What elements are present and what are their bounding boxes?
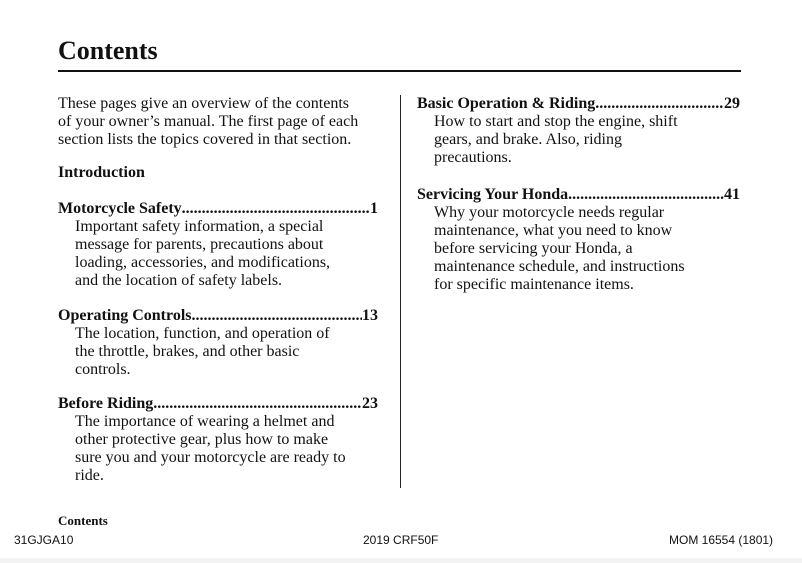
toc-entry-title[interactable]: Before Riding [58, 395, 154, 412]
toc-entry-title[interactable]: Basic Operation & Riding [417, 95, 596, 112]
toc-entry-description-line: the throttle, brakes, and other basic [75, 343, 300, 360]
footer-model: 2019 CRF50F [363, 533, 439, 547]
toc-entry-description-line: How to start and stop the engine, shift [434, 113, 678, 130]
toc-entry-page[interactable]: 29 [724, 95, 740, 112]
toc-entry-heading[interactable]: Servicing Your Honda 41 [417, 186, 740, 204]
toc-entry-heading[interactable]: Before Riding 23 [58, 395, 378, 413]
toc-entry-heading[interactable]: Motorcycle Safety 1 [58, 200, 378, 218]
toc-entry-description-line: gears, and brake. Also, riding [434, 131, 622, 148]
intro-line: section lists the topics covered in that… [58, 131, 352, 148]
dot-leader [568, 186, 724, 204]
dot-leader [182, 200, 370, 218]
toc-entry[interactable]: Basic Operation & Riding 29 How to start a… [417, 95, 740, 167]
dot-leader [153, 395, 362, 413]
toc-entry-description-line: before servicing your Honda, a [434, 240, 633, 257]
page-title: Contents [58, 36, 158, 65]
toc-entry-description-line: The importance of wearing a helmet and [75, 413, 335, 430]
section-heading-introduction: Introduction [58, 164, 145, 181]
toc-entry[interactable]: Servicing Your Honda 41 Why your motorcycl… [417, 186, 740, 294]
toc-entry-title[interactable]: Motorcycle Safety [58, 200, 182, 217]
toc-entry-description-line: The location, function, and operation of [75, 325, 330, 342]
bottom-bar [0, 558, 802, 563]
toc-entry-description-line: maintenance, what you need to know [434, 222, 673, 239]
toc-entry-description-line: and the location of safety labels. [75, 272, 283, 289]
toc-entry-description-line: loading, accessories, and modifications, [75, 254, 331, 271]
toc-entry-description-line: other protective gear, plus how to make [75, 431, 329, 448]
title-rule [58, 70, 741, 72]
intro-paragraph: These pages give an overview of the cont… [58, 95, 378, 149]
toc-entry-page[interactable]: 13 [362, 307, 378, 324]
toc-entry-description-line: message for parents, precautions about [75, 236, 324, 253]
toc-entry[interactable]: Operating Controls 13 The location, functi… [58, 307, 378, 379]
intro-line: These pages give an overview of the cont… [58, 95, 350, 112]
column-divider [400, 95, 401, 488]
toc-entry-description-line: for specific maintenance items. [434, 276, 634, 293]
toc-entry-title[interactable]: Operating Controls [58, 307, 192, 324]
footer-section-label: Contents [58, 513, 108, 528]
toc-entry-heading[interactable]: Basic Operation & Riding 29 [417, 95, 740, 113]
toc-entry-page[interactable]: 1 [370, 200, 378, 217]
toc-entry-page[interactable]: 41 [724, 186, 740, 203]
intro-line: of your owner’s manual. The first page o… [58, 113, 359, 130]
toc-entry-heading[interactable]: Operating Controls 13 [58, 307, 378, 325]
footer-doc-number: MOM 16554 (1801) [669, 533, 774, 547]
toc-entry-description-line: maintenance schedule, and instructions [434, 258, 685, 275]
footer-code: 31GJGA10 [14, 533, 74, 547]
dot-leader [191, 307, 362, 325]
toc-entry-description-line: Important safety information, a special [75, 218, 324, 235]
toc-entry-page[interactable]: 23 [362, 395, 378, 412]
toc-entry-description-line: sure you and your motorcycle are ready t… [75, 449, 346, 466]
toc-entry[interactable]: Motorcycle Safety 1 Important safety infor… [58, 200, 378, 290]
toc-entry-description-line: controls. [75, 361, 131, 378]
dot-leader [595, 95, 724, 113]
toc-entry-description-line: Why your motorcycle needs regular [434, 204, 665, 221]
toc-entry-description-line: ride. [75, 467, 104, 484]
toc-entry-description-line: precautions. [434, 149, 512, 166]
toc-entry-title[interactable]: Servicing Your Honda [417, 186, 569, 203]
